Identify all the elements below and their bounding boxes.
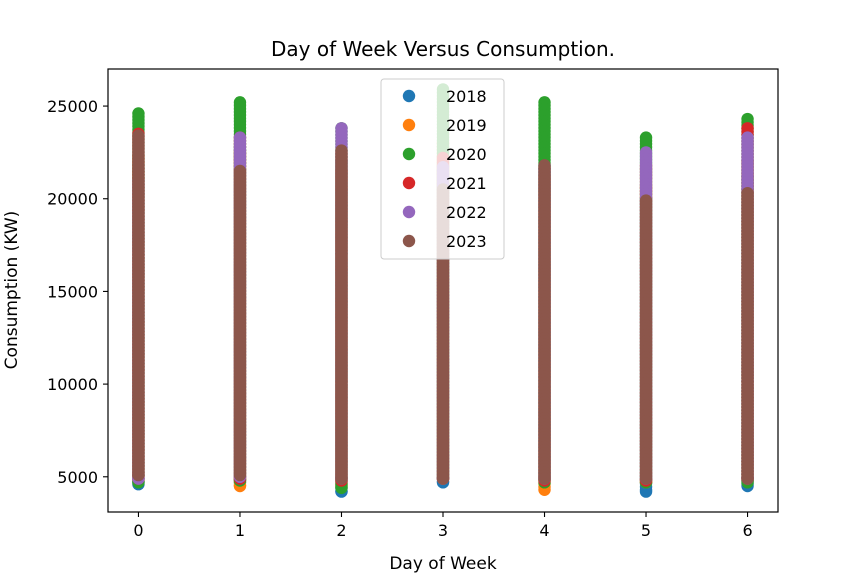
legend-marker-2019 bbox=[402, 118, 416, 132]
x-tick-label: 6 bbox=[742, 521, 752, 540]
data-point bbox=[233, 468, 247, 482]
data-point bbox=[741, 472, 754, 485]
legend-label-2022: 2022 bbox=[446, 203, 487, 222]
legend-label-2018: 2018 bbox=[446, 87, 487, 106]
x-tick-label: 3 bbox=[438, 521, 448, 540]
data-point bbox=[538, 472, 551, 485]
y-tick-label: 10000 bbox=[47, 375, 98, 394]
x-tick-label: 2 bbox=[336, 521, 346, 540]
x-tick-label: 1 bbox=[235, 521, 245, 540]
legend-marker-2018 bbox=[402, 89, 416, 103]
x-tick-label: 0 bbox=[133, 521, 143, 540]
x-tick-label: 5 bbox=[641, 521, 651, 540]
y-tick-label: 5000 bbox=[57, 468, 98, 487]
legend-label-2021: 2021 bbox=[446, 174, 487, 193]
data-point bbox=[335, 472, 348, 485]
chart-title: Day of Week Versus Consumption. bbox=[271, 37, 615, 61]
legend-marker-2020 bbox=[402, 147, 416, 161]
y-tick-label: 20000 bbox=[47, 190, 98, 209]
x-tick-label: 4 bbox=[539, 521, 549, 540]
legend-label-2023: 2023 bbox=[446, 232, 487, 251]
legend-label-2019: 2019 bbox=[446, 116, 487, 135]
data-point bbox=[436, 472, 450, 485]
legend-marker-2022 bbox=[402, 205, 416, 219]
legend: 2018 2019 2020 2021 2022 2023 bbox=[380, 78, 505, 260]
axes-layer: 0 1 2 3 4 5 6 5000 10000 15000 20000 25000 bbox=[47, 68, 779, 540]
legend-marker-2021 bbox=[402, 176, 416, 190]
points-layer bbox=[132, 83, 754, 498]
y-tick-label: 25000 bbox=[47, 97, 98, 116]
y-tick-label: 15000 bbox=[47, 282, 98, 301]
data-point bbox=[132, 468, 145, 482]
y-axis-label: Consumption (KW) bbox=[2, 211, 22, 370]
data-point bbox=[639, 485, 653, 498]
legend-marker-2023 bbox=[402, 234, 416, 248]
series-2023 bbox=[132, 129, 754, 485]
data-point bbox=[639, 472, 653, 485]
x-axis-label: Day of Week bbox=[389, 554, 496, 574]
legend-label-2020: 2020 bbox=[446, 145, 487, 164]
